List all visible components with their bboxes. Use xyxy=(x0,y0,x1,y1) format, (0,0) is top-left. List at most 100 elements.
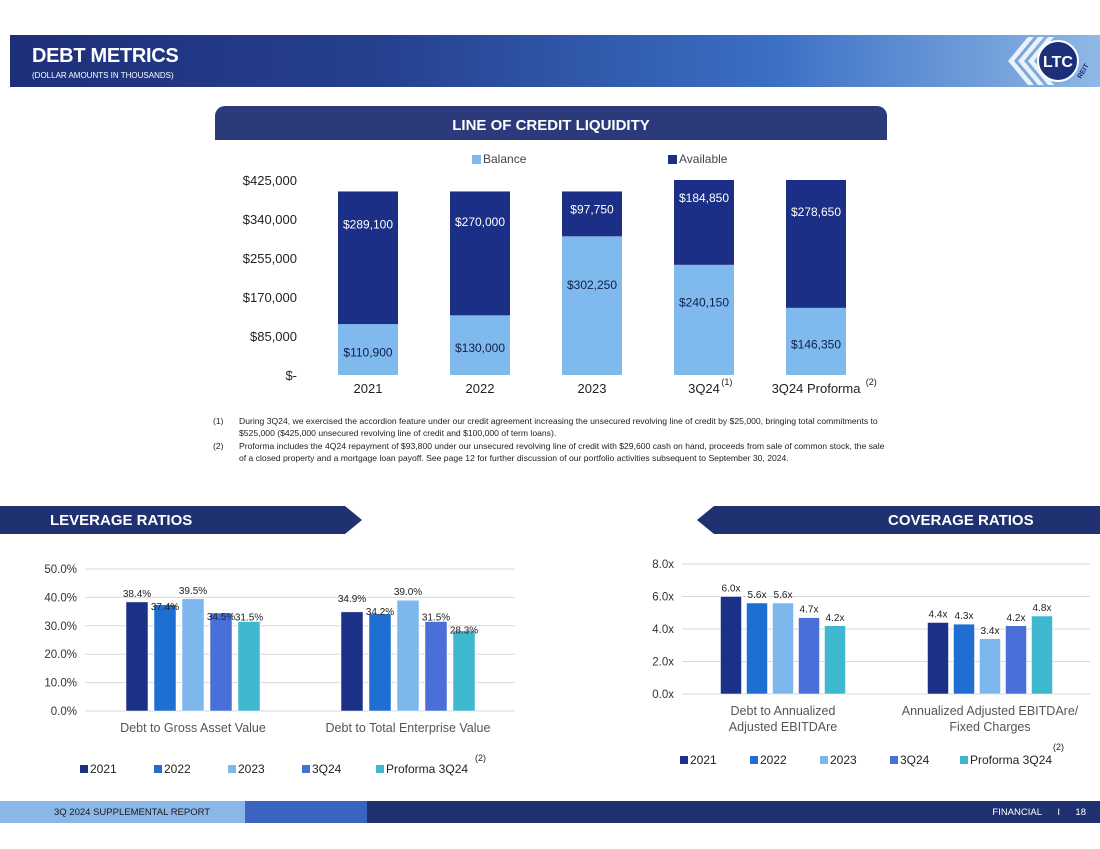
data-label-balance: $240,150 xyxy=(679,296,729,310)
legend-swatch-balance xyxy=(472,155,481,164)
x-tick-label: Debt to Annualized xyxy=(731,704,836,718)
data-label: 4.7x xyxy=(800,605,819,616)
legend-swatch-3q24 xyxy=(890,756,898,764)
data-label-balance: $302,250 xyxy=(567,278,617,292)
bar-available-2023 xyxy=(562,191,622,237)
footer-separator: I xyxy=(1057,807,1060,818)
legend-label-2023: 2023 xyxy=(238,762,265,776)
footer-page-number: 18 xyxy=(1075,807,1086,818)
bar-2023-annualized-adjusted-ebitdare-fixed-charges xyxy=(979,638,1001,695)
legend-swatch-2021 xyxy=(680,756,688,764)
bar-available-3q24 xyxy=(674,180,734,265)
legend-label-proforma-3q24: Proforma 3Q24 xyxy=(970,753,1052,767)
bar-3q24-annualized-adjusted-ebitdare-fixed-charges xyxy=(1005,625,1027,695)
logo-subtext: REIT xyxy=(1077,62,1091,80)
x-tick-label: Adjusted EBITDAre xyxy=(729,720,837,734)
bar-proforma-3q24-debt-to-total-enterprise-value xyxy=(452,630,476,712)
x-tick-note: (2) xyxy=(866,377,877,387)
bar-2021-debt-to-annualized-adjusted-ebitdare xyxy=(720,596,742,695)
data-label-balance: $110,900 xyxy=(343,346,392,360)
legend-label-3q24: 3Q24 xyxy=(900,753,930,767)
data-label: 4.2x xyxy=(1007,613,1026,624)
legend-label-proforma-3q24: Proforma 3Q24 xyxy=(386,762,468,776)
legend-swatch-2022 xyxy=(154,765,162,773)
bar-proforma-3q24-debt-to-gross-asset-value xyxy=(237,621,261,712)
data-label: 5.6x xyxy=(774,590,793,601)
footnote-1: (1) During 3Q24, we exercised the accord… xyxy=(213,416,893,439)
legend-swatch-3q24 xyxy=(302,765,310,773)
bar-balance-2023 xyxy=(562,236,622,375)
y-tick-label: 0.0x xyxy=(652,689,674,701)
legend-swatch-2023 xyxy=(228,765,236,773)
y-tick-label: $- xyxy=(285,368,297,383)
data-label: 34.5% xyxy=(207,612,235,623)
legend-label-available: Available xyxy=(679,152,728,166)
coverage-ratios-title: COVERAGE RATIOS xyxy=(888,512,1034,529)
data-label: 4.2x xyxy=(826,613,845,624)
page-subtitle: (DOLLAR AMOUNTS IN THOUSANDS) xyxy=(32,71,174,80)
x-tick-label: Debt to Gross Asset Value xyxy=(120,721,266,735)
legend-label-2023: 2023 xyxy=(830,753,857,767)
line-of-credit-title: LINE OF CREDIT LIQUIDITY xyxy=(452,117,650,134)
y-tick-label: 2.0x xyxy=(652,657,674,669)
bar-3q24-debt-to-gross-asset-value xyxy=(209,612,233,712)
bar-balance-3q24 xyxy=(674,264,734,375)
data-label: 3.4x xyxy=(981,626,1000,637)
footnotes: (1) During 3Q24, we exercised the accord… xyxy=(213,416,893,466)
y-tick-label: 40.0% xyxy=(44,592,77,604)
y-tick-label: $425,000 xyxy=(243,173,297,188)
data-label: 39.0% xyxy=(394,587,422,598)
leverage-ratios-chart: 0.0%10.0%20.0%30.0%40.0%50.0%38.4%37.4%3… xyxy=(44,564,515,776)
line-of-credit-panel: Balance Available $- $85,000 $170,000 $255,00… xyxy=(215,140,887,396)
bar-2022-debt-to-annualized-adjusted-ebitdare xyxy=(746,602,768,695)
page-footer: 3Q 2024 SUPPLEMENTAL REPORT FINANCIAL I … xyxy=(0,801,1100,823)
y-tick-label: $170,000 xyxy=(243,290,297,305)
y-tick-label: 20.0% xyxy=(44,649,77,661)
data-label-balance: $130,000 xyxy=(455,341,505,355)
bar-proforma-3q24-annualized-adjusted-ebitdare-fixed-charges xyxy=(1031,615,1053,695)
footnote-2-number: (2) xyxy=(213,441,224,452)
x-tick-label: 2021 xyxy=(354,381,383,395)
leverage-ratios-title: LEVERAGE RATIOS xyxy=(50,512,193,529)
y-tick-label: 6.0x xyxy=(652,592,674,604)
bar-2021-debt-to-gross-asset-value xyxy=(125,601,149,712)
bar-2023-debt-to-gross-asset-value xyxy=(181,598,205,712)
page-title: DEBT METRICS xyxy=(32,45,179,67)
bar-2021-debt-to-total-enterprise-value xyxy=(340,611,364,712)
bar-balance-2022 xyxy=(450,315,510,375)
legend-label-2021: 2021 xyxy=(690,753,717,767)
legend-note: (2) xyxy=(475,753,486,763)
legend-swatch-2021 xyxy=(80,765,88,773)
data-label: 4.4x xyxy=(929,610,948,621)
data-label: 34.2% xyxy=(366,607,394,618)
bar-2022-debt-to-total-enterprise-value xyxy=(368,613,392,712)
legend-swatch-proforma-3q24 xyxy=(960,756,968,764)
legend-swatch-2023 xyxy=(820,756,828,764)
data-label-available: $184,850 xyxy=(679,191,729,205)
legend-label-2022: 2022 xyxy=(760,753,787,767)
data-label: 28.3% xyxy=(450,626,478,637)
bar-2023-debt-to-annualized-adjusted-ebitdare xyxy=(772,602,794,695)
line-of-credit-banner: LINE OF CREDIT LIQUIDITY xyxy=(215,106,887,140)
bar-available-2021 xyxy=(338,191,398,325)
bar-2022-annualized-adjusted-ebitdare-fixed-charges xyxy=(953,623,975,695)
legend-swatch-available xyxy=(668,155,677,164)
legend-swatch-proforma-3q24 xyxy=(376,765,384,773)
y-tick-label: 10.0% xyxy=(44,678,77,690)
footnote-2-text: Proforma includes the 4Q24 repayment of … xyxy=(239,441,885,463)
footer-section: FINANCIAL xyxy=(992,807,1042,818)
y-tick-label: 50.0% xyxy=(44,564,77,576)
x-tick-note: (1) xyxy=(721,377,732,387)
x-tick-label: 3Q24 xyxy=(688,381,720,395)
data-label: 5.6x xyxy=(748,590,767,601)
data-label: 31.5% xyxy=(422,613,450,624)
legend-label-3q24: 3Q24 xyxy=(312,762,342,776)
footer-report-name: 3Q 2024 SUPPLEMENTAL REPORT xyxy=(54,807,211,818)
bar-proforma-3q24-debt-to-annualized-adjusted-ebitdare xyxy=(824,625,846,695)
legend-label-balance: Balance xyxy=(483,152,527,166)
legend-label-2022: 2022 xyxy=(164,762,191,776)
logo-text: LTC xyxy=(1043,54,1073,71)
y-tick-label: $255,000 xyxy=(243,251,297,266)
footnote-1-text: During 3Q24, we exercised the accordion … xyxy=(239,416,878,438)
data-label: 34.9% xyxy=(338,594,366,605)
